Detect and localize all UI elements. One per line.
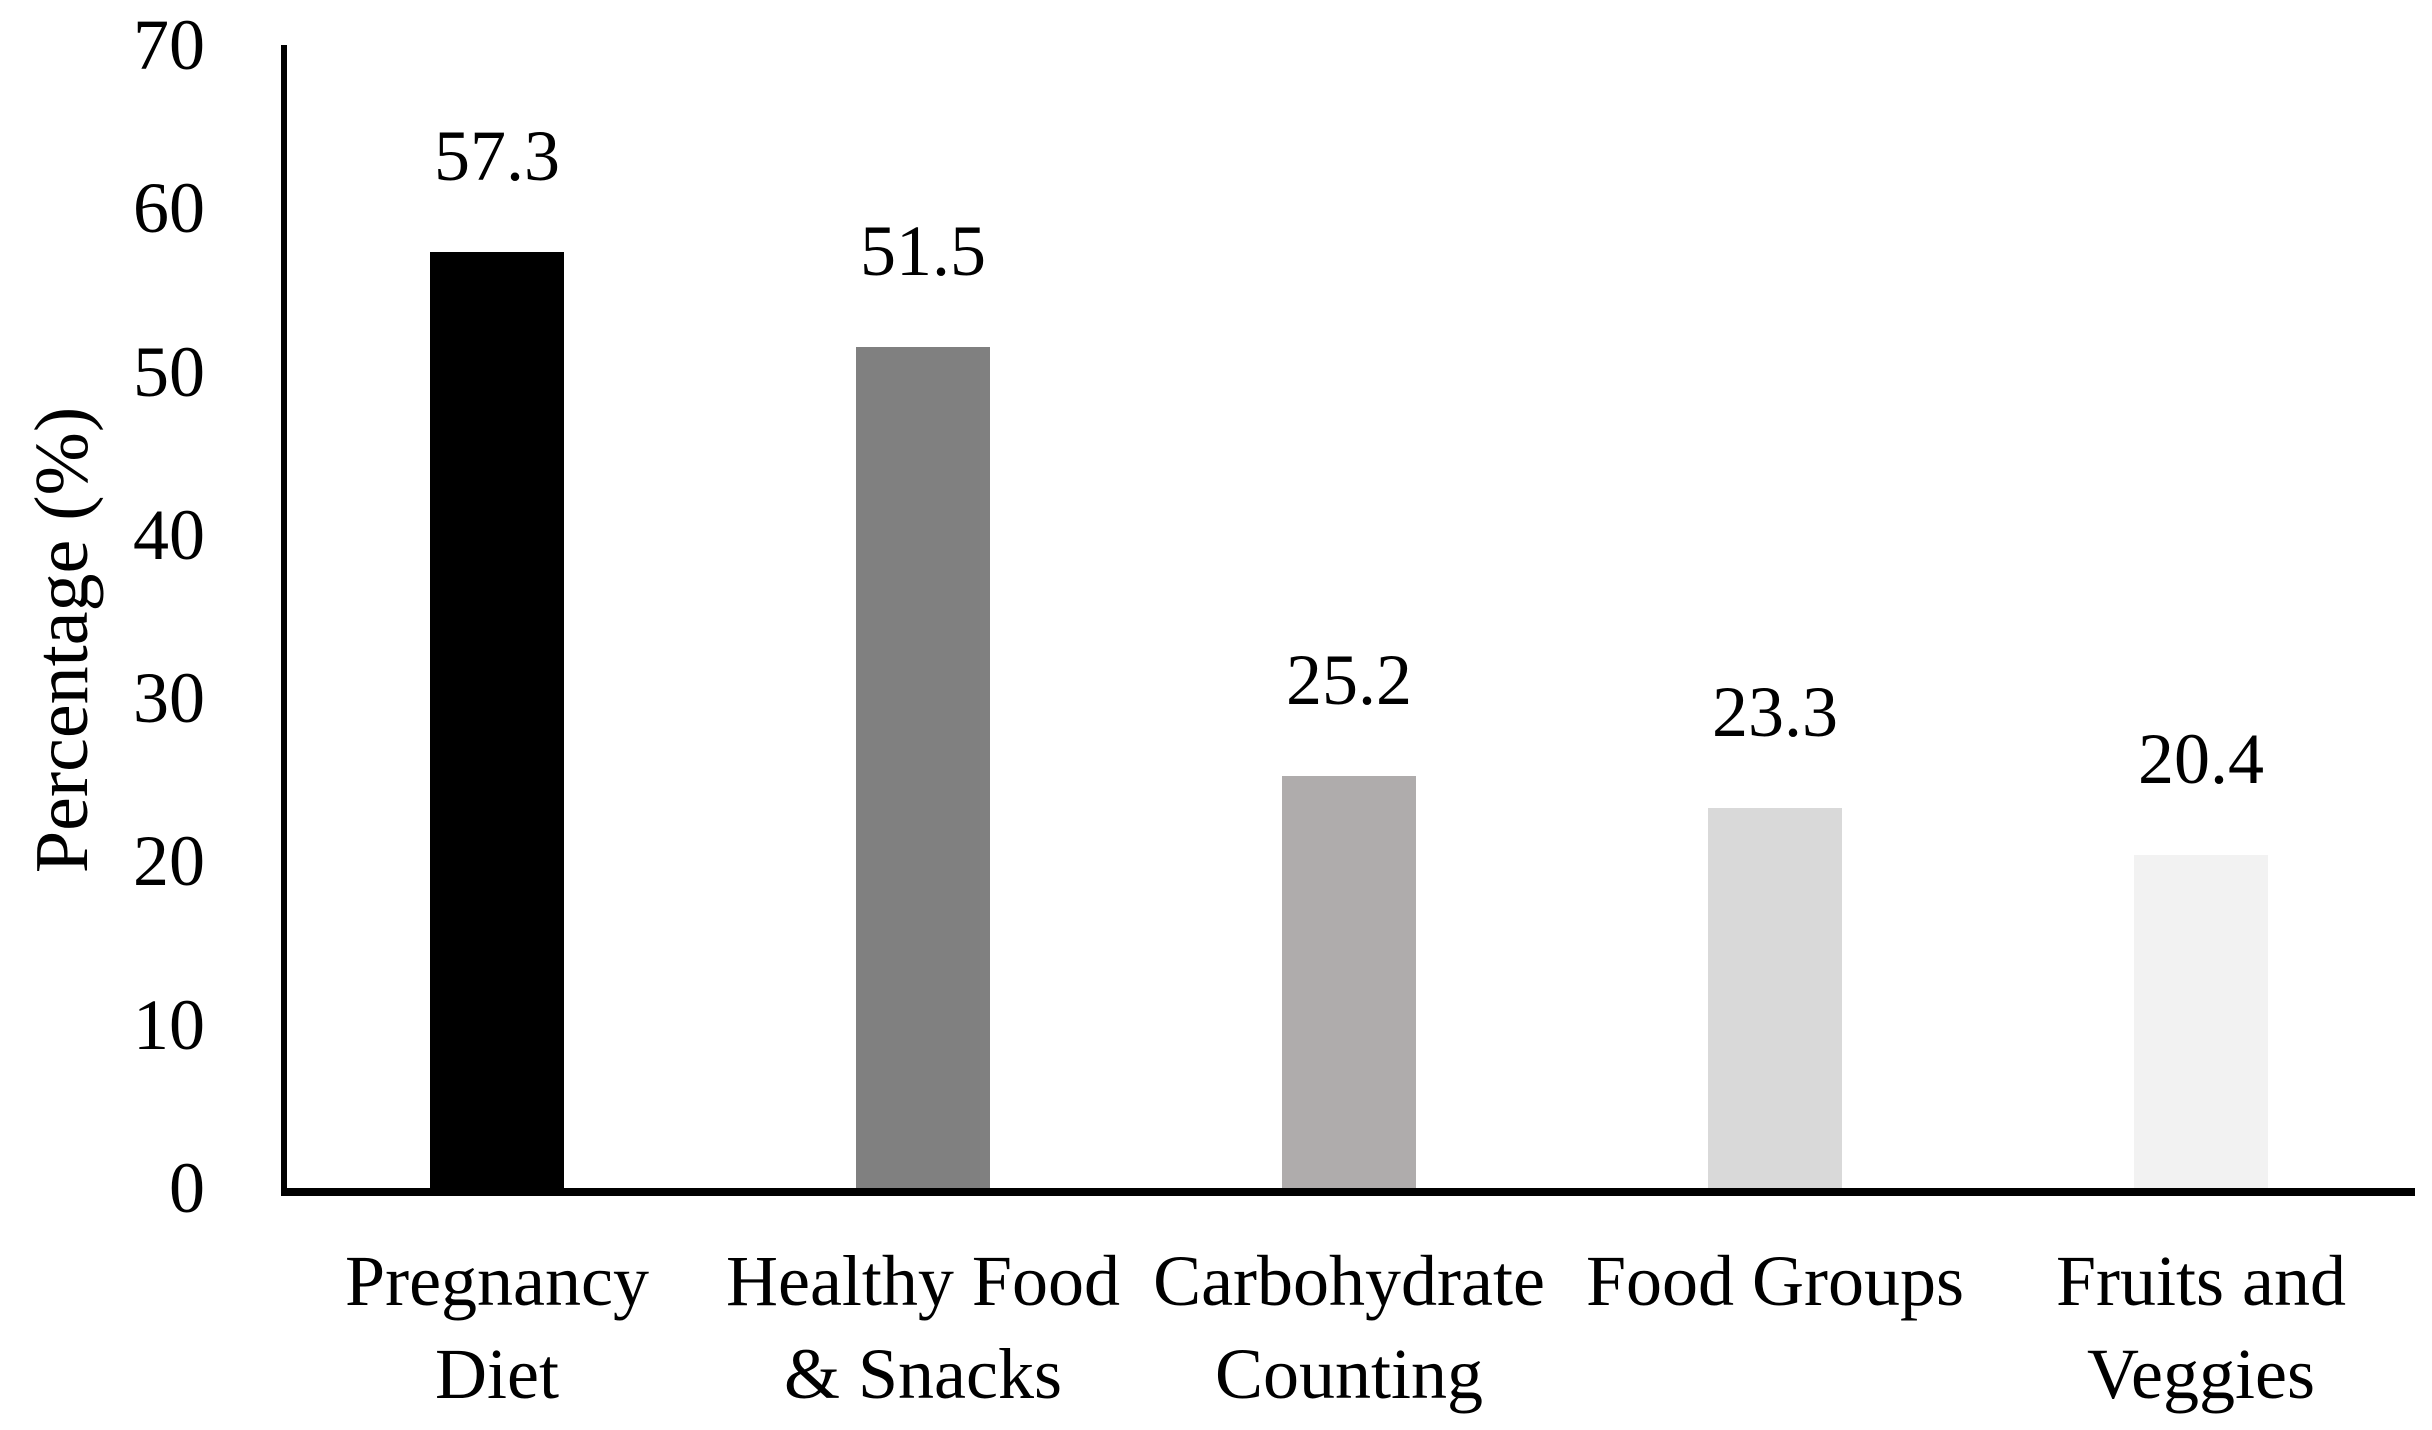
category-label-pregnancy-diet: Pregnancy Diet (345, 1241, 649, 1414)
y-tick-label: 30 (133, 658, 205, 739)
y-tick-label: 70 (133, 4, 205, 85)
bar-carbohydrate-counting (1282, 776, 1416, 1188)
y-axis-line (281, 45, 287, 1196)
bar-value-label: 57.3 (434, 116, 560, 196)
bar-food-groups (1708, 808, 1842, 1188)
x-axis-line (281, 1188, 2415, 1196)
bar-value-label: 23.3 (1712, 672, 1838, 752)
bar-healthy-food-snacks (856, 347, 990, 1188)
category-label-fruits-and-veggies: Fruits and Veggies (2055, 1241, 2346, 1414)
y-tick-label: 20 (133, 821, 205, 902)
y-tick-label: 10 (133, 984, 205, 1065)
bar-value-label: 51.5 (860, 211, 986, 291)
bar-pregnancy-diet (430, 252, 564, 1188)
y-tick-label: 0 (169, 1148, 205, 1228)
y-tick-label: 50 (133, 331, 205, 412)
bar-fruits-and-veggies (2134, 855, 2268, 1188)
bar-value-label: 20.4 (2138, 719, 2264, 799)
y-tick-label: 60 (133, 168, 205, 249)
category-label-carbohydrate-counting: Carbohydrate Counting (1153, 1241, 1545, 1414)
bar-value-label: 25.2 (1286, 640, 1412, 720)
y-tick-label: 40 (133, 494, 205, 575)
category-label-food-groups: Food Groups (1585, 1241, 1965, 1321)
y-axis-title: Percentage (%) (20, 406, 104, 874)
category-label-healthy-food-snacks: Healthy Food & Snacks (726, 1241, 1120, 1414)
